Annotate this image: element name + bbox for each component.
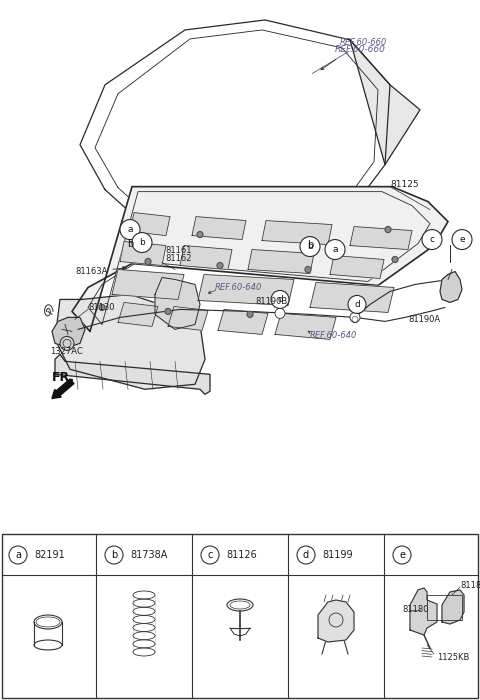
Polygon shape [318,600,354,642]
Polygon shape [118,302,158,326]
Text: REF.60-660: REF.60-660 [312,38,387,74]
Text: 82191: 82191 [34,550,65,560]
Text: 81190B: 81190B [255,297,287,306]
Text: 81738A: 81738A [130,550,168,560]
Circle shape [201,546,219,564]
Text: c: c [430,235,434,244]
Polygon shape [350,227,412,249]
Circle shape [247,312,253,317]
Polygon shape [130,213,170,236]
Text: d: d [303,550,309,560]
Polygon shape [198,274,294,305]
Circle shape [275,309,285,318]
Text: e: e [399,550,405,560]
Circle shape [350,312,360,323]
Circle shape [305,267,311,272]
Text: REF.60-660: REF.60-660 [335,46,386,55]
Circle shape [165,309,171,314]
Text: b: b [307,242,313,251]
Circle shape [9,546,27,564]
Circle shape [297,546,315,564]
Text: REF.60-640: REF.60-640 [310,331,358,340]
Text: b: b [111,550,117,560]
Text: 1125KB: 1125KB [437,654,469,662]
Circle shape [197,232,203,237]
Polygon shape [52,317,85,347]
Polygon shape [262,220,332,244]
Text: b: b [307,239,313,249]
Circle shape [422,230,442,249]
Circle shape [120,220,140,239]
Text: 81163A: 81163A [75,267,126,276]
Polygon shape [55,295,205,389]
Circle shape [217,262,223,269]
Circle shape [385,227,391,232]
Polygon shape [310,283,394,312]
Circle shape [348,295,366,314]
Circle shape [300,237,320,256]
Text: REF.60-640: REF.60-640 [215,283,263,292]
Circle shape [271,290,289,309]
FancyArrow shape [52,379,74,398]
Circle shape [392,256,398,262]
Circle shape [452,230,472,249]
Text: b: b [139,238,145,247]
Text: d: d [354,300,360,309]
Text: a: a [127,225,133,234]
Polygon shape [192,216,246,239]
Text: 81161: 81161 [165,246,192,255]
Polygon shape [72,187,448,331]
Circle shape [105,546,123,564]
Text: 81180E: 81180E [460,580,480,589]
Text: 1327AC: 1327AC [50,346,83,356]
Text: a: a [332,245,338,254]
Text: 81199: 81199 [322,550,353,560]
Polygon shape [112,270,184,300]
Circle shape [393,546,411,564]
Polygon shape [442,590,464,624]
Text: 81180: 81180 [402,606,429,615]
Circle shape [145,258,151,265]
Polygon shape [180,246,232,270]
Polygon shape [155,277,200,330]
Text: a: a [15,550,21,560]
Polygon shape [248,249,314,274]
Text: FR.: FR. [52,371,75,384]
Polygon shape [120,241,166,265]
Polygon shape [330,256,384,279]
Polygon shape [410,588,437,635]
Polygon shape [275,314,336,340]
Circle shape [352,316,358,323]
Text: d: d [277,295,283,304]
Circle shape [132,232,152,253]
Text: 81125: 81125 [390,180,419,189]
Text: 81126: 81126 [226,550,257,560]
Circle shape [325,239,345,260]
Polygon shape [218,309,268,335]
Polygon shape [168,307,208,330]
Circle shape [60,337,74,350]
Text: 81162: 81162 [165,253,192,262]
Circle shape [99,304,105,310]
Text: 81190A: 81190A [408,315,440,324]
Polygon shape [350,40,420,164]
Text: 81130: 81130 [88,303,115,312]
Polygon shape [55,354,210,394]
Text: b: b [127,239,133,248]
Polygon shape [440,272,462,302]
Text: e: e [459,235,465,244]
Circle shape [132,229,138,234]
Text: c: c [207,550,213,560]
